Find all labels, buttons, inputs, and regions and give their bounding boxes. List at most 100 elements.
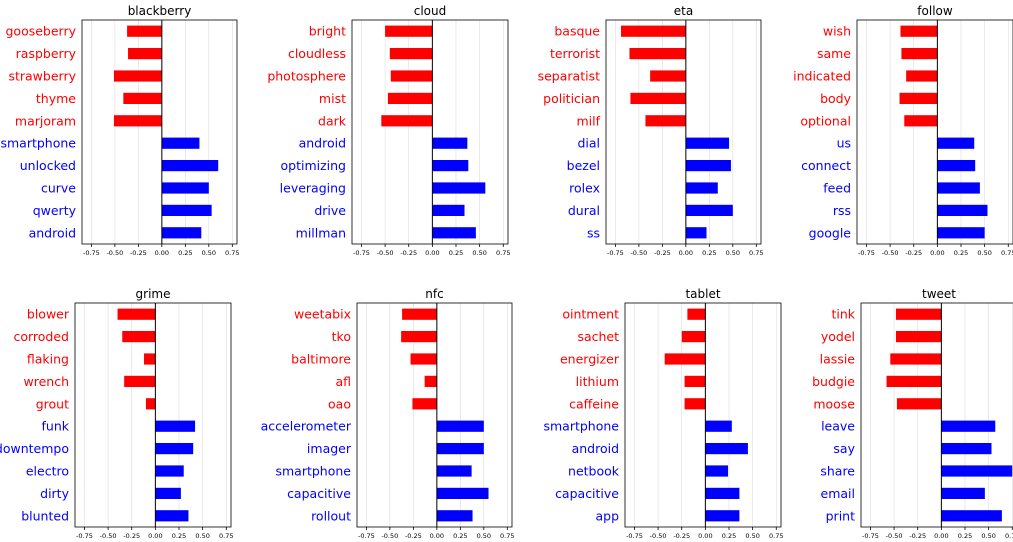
bar-mist [387, 92, 433, 104]
category-label: gooseberry [5, 24, 76, 39]
x-tick-label: -0.75 [626, 532, 643, 540]
x-tick-label: -0.50 [377, 249, 394, 257]
bar-strawberry [113, 70, 162, 82]
bar-blunted [155, 510, 189, 522]
x-tick-label: 0.00 [679, 249, 693, 257]
category-label: dark [318, 113, 347, 128]
chart-panel-follow: follow wish same indicated body optional us con… [793, 4, 1013, 257]
bar-tink [895, 308, 942, 320]
bar-electro [155, 465, 184, 477]
category-label: funk [42, 419, 70, 434]
bar-unlocked [161, 160, 219, 172]
category-label: rolex [569, 181, 600, 196]
x-tick-label: 0.75 [749, 249, 763, 257]
category-label: body [820, 91, 852, 106]
chart-panel-eta: eta basque terrorist separatist politician mi… [538, 4, 764, 257]
x-tick-label: 0.25 [954, 249, 968, 257]
bar-dirty [155, 487, 181, 499]
bar-politician [630, 92, 686, 104]
category-label: capacitive [555, 486, 619, 501]
bar-rollout [436, 510, 473, 522]
bar-ss [685, 227, 707, 239]
x-tick-label: 0.00 [430, 532, 444, 540]
bar-moose [896, 398, 942, 410]
plot-frame [605, 19, 762, 245]
category-label: blower [27, 307, 70, 322]
x-tick-label: -0.25 [673, 532, 690, 540]
category-label: ss [587, 225, 600, 240]
bar-cloudless [389, 48, 433, 60]
bar-google [937, 227, 985, 239]
bar-basque [621, 25, 686, 37]
bar-feed [937, 182, 980, 194]
bar-millman [432, 227, 476, 239]
x-tick-label: 0.75 [496, 249, 510, 257]
plot-frame [624, 302, 782, 528]
bar-photosphere [390, 70, 433, 82]
chart-title: follow [917, 4, 953, 18]
x-tick-label: 0.00 [155, 249, 169, 257]
bar-indicated [906, 70, 938, 82]
category-label: rollout [311, 508, 351, 523]
x-tick-label: 0.50 [202, 249, 216, 257]
x-tick-label: -0.50 [381, 532, 398, 540]
x-tick-label: -0.25 [123, 532, 140, 540]
x-tick-label: 0.50 [472, 249, 486, 257]
category-label: afl [335, 374, 351, 389]
category-label: flaking [27, 352, 69, 367]
bar-baltimore [410, 353, 437, 365]
category-label: weetabix [294, 307, 351, 322]
bar-curve [161, 182, 209, 194]
x-tick-label: 0.75 [500, 532, 514, 540]
x-tick-label: 0.00 [148, 532, 162, 540]
x-tick-label: 0.50 [726, 249, 740, 257]
x-tick-label: -0.25 [905, 249, 922, 257]
category-label: basque [554, 24, 600, 39]
plot-frame [860, 302, 1013, 528]
bar-funk [155, 420, 196, 432]
category-label: caffeine [569, 396, 619, 411]
category-label: leveraging [280, 181, 346, 196]
bar-dural [685, 204, 733, 216]
chart-panel-tweet: tweet tink yodel lassie budgie moose leave say s… [812, 287, 1013, 540]
category-label: qwerty [33, 203, 77, 218]
category-label: energizer [560, 352, 620, 367]
bar-downtempo [155, 443, 194, 455]
category-label: downtempo [0, 441, 69, 456]
category-label: feed [823, 181, 851, 196]
bar-app [705, 510, 740, 522]
x-tick-label: 0.00 [425, 249, 439, 257]
x-tick-label: 0.50 [977, 249, 991, 257]
x-tick-label: 0.75 [219, 532, 233, 540]
category-label: oao [328, 396, 351, 411]
category-label: wrench [24, 374, 70, 389]
category-label: ointment [562, 307, 619, 322]
x-tick-label: -0.50 [106, 249, 123, 257]
x-tick-label: -0.50 [630, 249, 647, 257]
bar-drive [432, 204, 465, 216]
category-label: tink [831, 307, 855, 322]
x-tick-label: -0.75 [858, 249, 875, 257]
category-label: cloudless [288, 46, 346, 61]
category-label: dirty [40, 486, 69, 501]
chart-title: cloud [414, 4, 447, 18]
bar-android [432, 137, 468, 149]
category-label: electro [26, 464, 69, 479]
category-label: milf [576, 113, 600, 128]
x-tick-label: 0.25 [958, 532, 972, 540]
category-label: blunted [21, 508, 69, 523]
x-tick-label: -0.25 [400, 249, 417, 257]
bar-flaking [144, 353, 156, 365]
chart-title: nfc [425, 287, 443, 301]
category-label: dural [568, 203, 600, 218]
chart-panel-cloud: cloud bright cloudless photosphere mist dark a… [267, 4, 510, 257]
chart-title: tweet [922, 287, 956, 301]
x-tick-label: -0.75 [353, 249, 370, 257]
bar-leave [941, 420, 996, 432]
chart-panel-blackberry: blackberry gooseberry raspberry strawberry t… [0, 4, 239, 257]
bar-us [937, 137, 975, 149]
chart-panel-grime: grime blower corroded flaking wrench grout fun… [0, 287, 234, 540]
category-label: rss [833, 203, 851, 218]
x-tick-label: -0.75 [76, 532, 93, 540]
category-label: accelerometer [261, 419, 352, 434]
